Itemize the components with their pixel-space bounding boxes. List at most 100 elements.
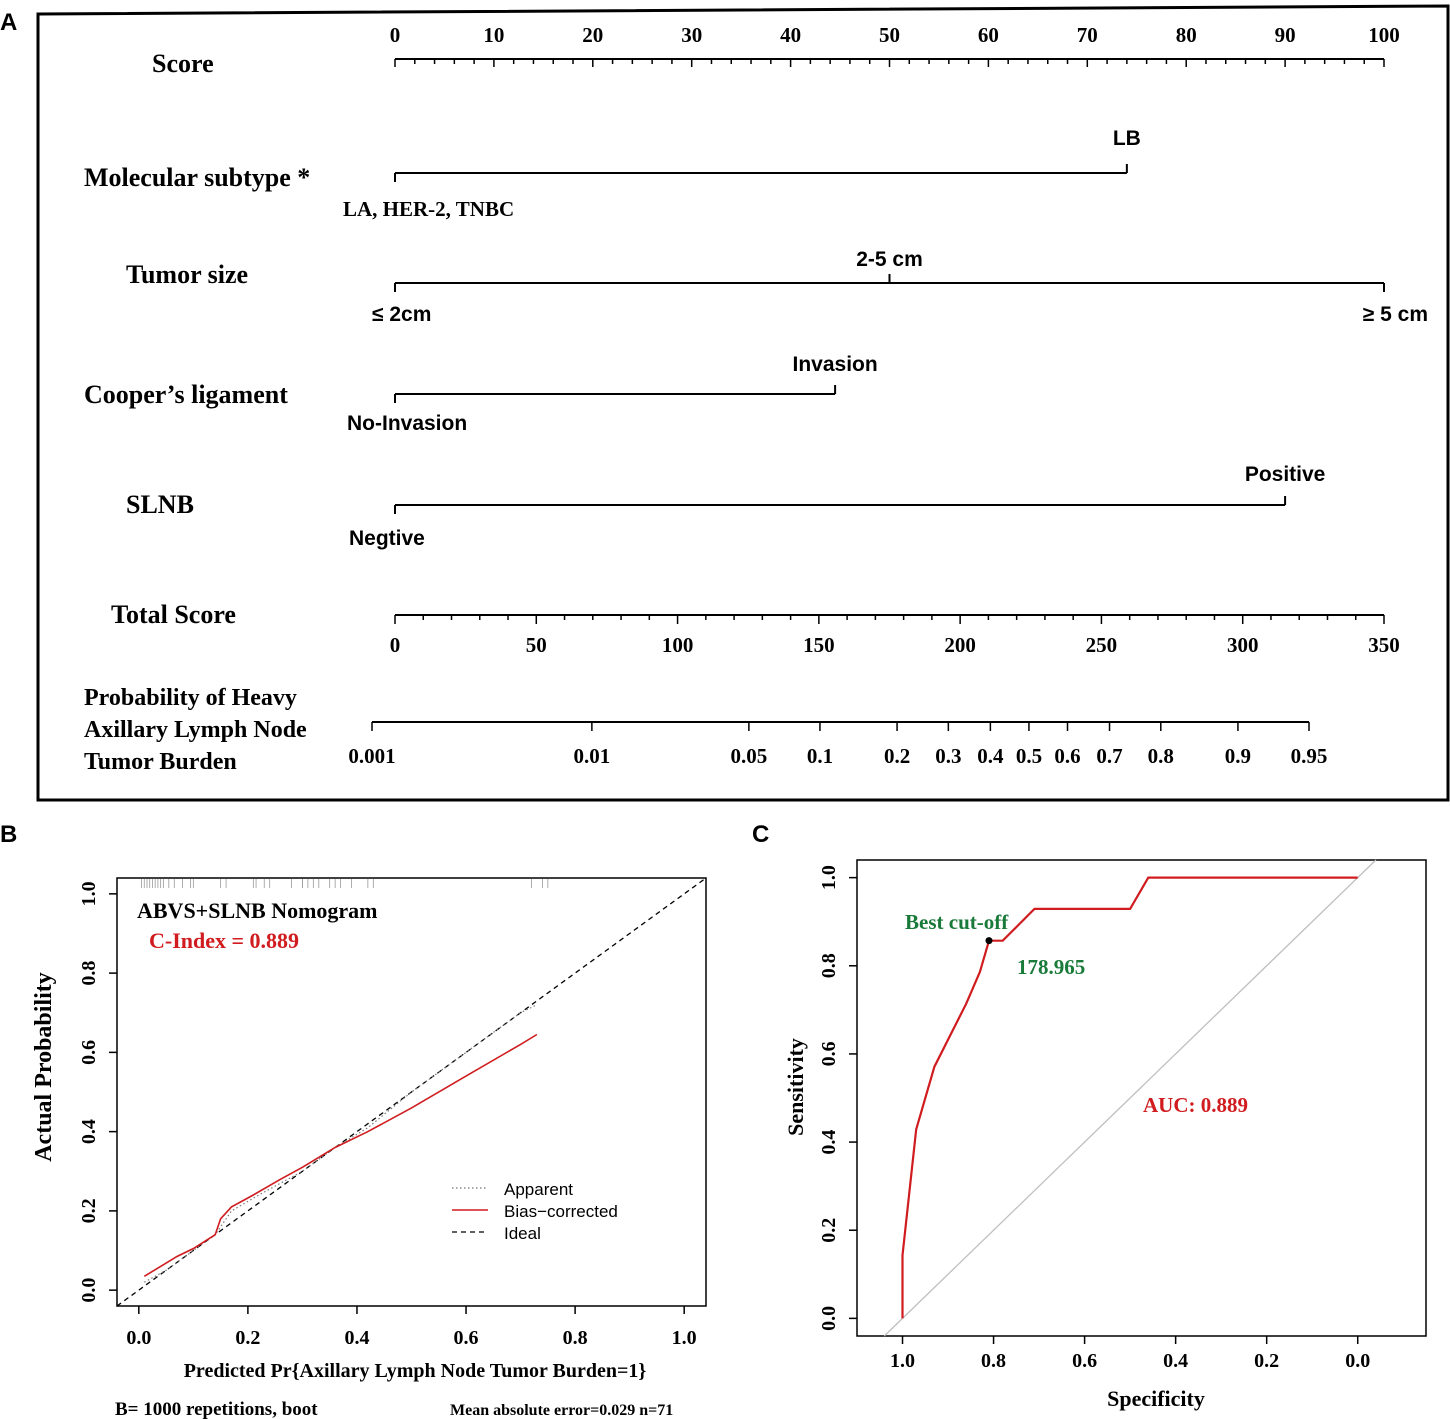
calibration-x-tick-label: 0.2 — [235, 1327, 260, 1349]
roc-x-tick-label: 0.4 — [1163, 1350, 1188, 1372]
panel-c-label: C — [752, 821, 769, 848]
prob-tick-label: 0.2 — [884, 744, 910, 768]
roc-y-tick-label: 1.0 — [818, 865, 840, 890]
roc-curve — [901, 876, 1358, 1319]
prob-label-3: Tumor Burden — [84, 749, 237, 775]
roc-plot-frame — [856, 859, 1427, 1337]
calibration-x-tick-label: 1.0 — [672, 1327, 697, 1349]
apparent-line — [144, 1004, 538, 1283]
calibration-x-axis: 0.0 0.2 0.4 0.6 0.8 1.0 — [126, 1306, 697, 1349]
cooper-label: Cooper’s ligament — [84, 380, 288, 409]
calibration-y-tick-label: 0.0 — [78, 1278, 100, 1303]
roc-y-tick-label: 0.8 — [818, 953, 840, 978]
roc-y-tick-label: 0.6 — [818, 1041, 840, 1066]
prob-tick-label: 0.6 — [1054, 744, 1080, 768]
calibration-x-tick-label: 0.0 — [126, 1327, 151, 1349]
calibration-legend: Apparent Bias−corrected Ideal — [452, 1180, 618, 1243]
calibration-xlabel: Predicted Pr{Axillary Lymph Node Tumor B… — [184, 1360, 647, 1382]
slnb-right-label: Positive — [1245, 463, 1326, 486]
score-axis: 0 10 20 30 40 50 60 70 80 90 100 — [390, 23, 1400, 67]
best-cutoff-value: 178.965 — [1017, 955, 1085, 979]
prob-axis: 0.001 0.01 0.05 0.1 0.2 0.3 0.4 0.5 0.6 0.7 0.8 0.9… — [348, 721, 1328, 768]
bias-corrected-line — [143, 1033, 538, 1277]
tumor-mid-label: 2-5 cm — [856, 248, 923, 271]
panel-b-label: B — [0, 821, 17, 848]
prob-tick-label: 0.05 — [731, 744, 768, 768]
roc-plot: 1.0 0.8 0.6 0.4 0.2 0.0 0.0 0.2 0.4 0.6 0.8 1.0 Be… — [783, 859, 1427, 1411]
prob-tick-label: 0.95 — [1291, 744, 1328, 768]
prob-label-2: Axillary Lymph Node — [84, 717, 307, 743]
calibration-plot: 0.0 0.2 0.4 0.6 0.8 1.0 0.0 0.2 0.4 0.6 0.8 1.0 AB… — [31, 877, 707, 1419]
prob-label-1: Probability of Heavy — [84, 685, 297, 711]
calibration-y-axis: 0.0 0.2 0.4 0.6 0.8 1.0 — [78, 881, 117, 1303]
calibration-cindex: C-Index = 0.889 — [149, 928, 299, 953]
score-tick-label: 70 — [1077, 23, 1098, 47]
calibration-y-tick-label: 0.6 — [78, 1040, 100, 1065]
legend-ideal: Ideal — [504, 1224, 541, 1243]
best-cutoff-label: Best cut-off — [905, 910, 1009, 934]
total-axis: 0 50 100 150 200 250 300 350 — [390, 614, 1400, 657]
calibration-y-tick-label: 0.8 — [78, 961, 100, 986]
roc-y-axis: 0.0 0.2 0.4 0.6 0.8 1.0 — [818, 865, 857, 1331]
total-label: Total Score — [111, 600, 236, 629]
score-tick-label: 10 — [483, 23, 504, 47]
total-tick-label: 200 — [944, 633, 976, 657]
roc-x-tick-label: 0.2 — [1254, 1350, 1279, 1372]
roc-y-tick-label: 0.4 — [818, 1130, 840, 1155]
total-tick-label: 350 — [1368, 633, 1400, 657]
molecular-label: Molecular subtype * — [84, 163, 310, 192]
total-tick-label: 150 — [803, 633, 835, 657]
calibration-y-tick-label: 0.2 — [78, 1198, 100, 1223]
roc-x-tick-label: 0.8 — [981, 1350, 1006, 1372]
roc-y-tick-label: 0.2 — [818, 1218, 840, 1243]
roc-x-tick-label: 0.0 — [1345, 1350, 1370, 1372]
score-tick-label: 60 — [978, 23, 999, 47]
score-tick-label: 40 — [780, 23, 801, 47]
roc-auc: AUC: 0.889 — [1143, 1093, 1248, 1117]
calibration-title: ABVS+SLNB Nomogram — [137, 898, 378, 923]
roc-y-tick-label: 0.0 — [818, 1306, 840, 1331]
prob-tick-label: 0.001 — [348, 744, 395, 768]
roc-x-axis: 1.0 0.8 0.6 0.4 0.2 0.0 — [890, 1336, 1370, 1372]
total-tick-label: 0 — [390, 633, 401, 657]
score-tick-label: 30 — [681, 23, 702, 47]
calibration-footer-left: B= 1000 repetitions, boot — [115, 1399, 318, 1419]
score-tick-label: 20 — [582, 23, 603, 47]
roc-x-tick-label: 1.0 — [890, 1350, 915, 1372]
prob-tick-label: 0.7 — [1096, 744, 1122, 768]
cooper-left-label: No-Invasion — [347, 412, 467, 435]
score-tick-label: 100 — [1368, 23, 1400, 47]
total-tick-label: 100 — [662, 633, 694, 657]
calibration-ylabel: Actual Probability — [31, 972, 57, 1162]
score-tick-label: 50 — [879, 23, 900, 47]
legend-apparent: Apparent — [504, 1180, 573, 1199]
score-tick-label: 80 — [1176, 23, 1197, 47]
molecular-left-label: LA, HER-2, TNBC — [343, 197, 514, 221]
calibration-x-tick-label: 0.6 — [454, 1327, 479, 1349]
slnb-left-label: Negtive — [349, 527, 425, 550]
calibration-x-tick-label: 0.8 — [563, 1327, 588, 1349]
prob-tick-label: 0.9 — [1225, 744, 1251, 768]
roc-ylabel: Sensitivity — [783, 1038, 808, 1136]
legend-bias: Bias−corrected — [504, 1202, 618, 1221]
prob-tick-label: 0.5 — [1016, 744, 1042, 768]
rug-marks — [141, 879, 549, 888]
total-tick-label: 300 — [1227, 633, 1259, 657]
cooper-right-label: Invasion — [793, 353, 878, 376]
calibration-y-tick-label: 1.0 — [78, 881, 100, 906]
panel-a-label: A — [0, 9, 17, 36]
roc-xlabel: Specificity — [1107, 1386, 1205, 1411]
prob-tick-label: 0.01 — [573, 744, 610, 768]
tumor-label: Tumor size — [126, 260, 248, 289]
calibration-y-tick-label: 0.4 — [78, 1119, 100, 1144]
calibration-plot-frame — [116, 877, 707, 1307]
nomogram-frame — [36, 4, 1450, 802]
slnb-label: SLNB — [126, 490, 194, 519]
molecular-right-label: LB — [1113, 127, 1141, 150]
prob-tick-label: 0.1 — [807, 744, 833, 768]
prob-tick-label: 0.4 — [977, 744, 1004, 768]
prob-tick-label: 0.8 — [1148, 744, 1174, 768]
calibration-footer-right: Mean absolute error=0.029 n=71 — [450, 1402, 673, 1419]
calibration-x-tick-label: 0.4 — [344, 1327, 369, 1349]
